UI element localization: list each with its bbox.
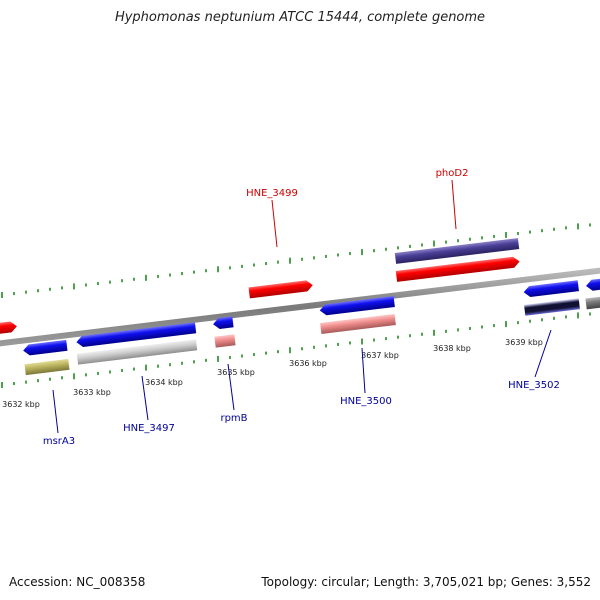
kbp-label: 3632 kbp — [2, 400, 40, 409]
leader-line-bottom — [227, 363, 235, 411]
gene-label-msra3[interactable]: msrA3 — [43, 436, 75, 447]
outer-tick-row — [1, 223, 591, 298]
kbp-label: 3639 kbp — [505, 338, 543, 347]
kbp-label: 3636 kbp — [289, 359, 327, 368]
accession-text: Accession: NC_008358 — [9, 575, 146, 589]
feature-olive-msra3[interactable] — [24, 358, 70, 376]
map-title: Hyphomonas neptunium ATCC 15444, complet… — [114, 10, 486, 25]
gene-label-phod2[interactable]: phoD2 — [436, 168, 469, 179]
topology-text: Topology: circular; Length: 3,705,021 bp… — [261, 575, 591, 589]
leader-line-top — [451, 179, 457, 230]
inner-tick-row — [1, 312, 591, 388]
gene-label-hne_3502[interactable]: HNE_3502 — [508, 380, 560, 391]
leader-line-top — [271, 199, 278, 248]
leader-line-bottom — [52, 389, 59, 434]
feature-blue-hne3497[interactable] — [76, 322, 197, 347]
feature-blue-rpmb[interactable] — [212, 316, 234, 329]
gene-label-hne_3497[interactable]: HNE_3497 — [123, 423, 175, 434]
feature-salmon-rpmb[interactable] — [214, 334, 236, 348]
feature-purple-phod2[interactable] — [394, 238, 520, 264]
kbp-label: 3634 kbp — [145, 378, 183, 387]
leader-line-bottom — [534, 329, 552, 378]
feature-blue-hne3500[interactable] — [319, 296, 395, 316]
leader-line-bottom — [361, 347, 366, 394]
feature-red-phod2[interactable] — [395, 256, 520, 282]
feature-blue-msra3[interactable] — [22, 339, 68, 356]
kbp-label: 3638 kbp — [433, 344, 471, 353]
leader-line-bottom — [141, 375, 149, 421]
feature-blue-right-edge[interactable] — [585, 278, 600, 292]
feature-blue-hne3502[interactable] — [523, 280, 579, 298]
feature-salmon-hne3500[interactable] — [320, 314, 396, 334]
feature-grey-right-edge[interactable] — [585, 296, 600, 310]
gene-label-rpmb[interactable]: rpmB — [220, 413, 247, 424]
gene-label-hne_3499[interactable]: HNE_3499 — [246, 188, 298, 199]
kbp-label: 3635 kbp — [217, 368, 255, 377]
gene-label-hne_3500[interactable]: HNE_3500 — [340, 396, 392, 407]
feature-grey-hne3497[interactable] — [76, 339, 198, 365]
kbp-label: 3637 kbp — [361, 351, 399, 360]
genome-backbone — [0, 267, 600, 347]
feature-red-left-edge[interactable] — [0, 321, 18, 336]
feature-stripe-hne3502[interactable] — [524, 298, 580, 316]
feature-red-hne3499[interactable] — [248, 280, 314, 299]
kbp-label: 3633 kbp — [73, 388, 111, 397]
